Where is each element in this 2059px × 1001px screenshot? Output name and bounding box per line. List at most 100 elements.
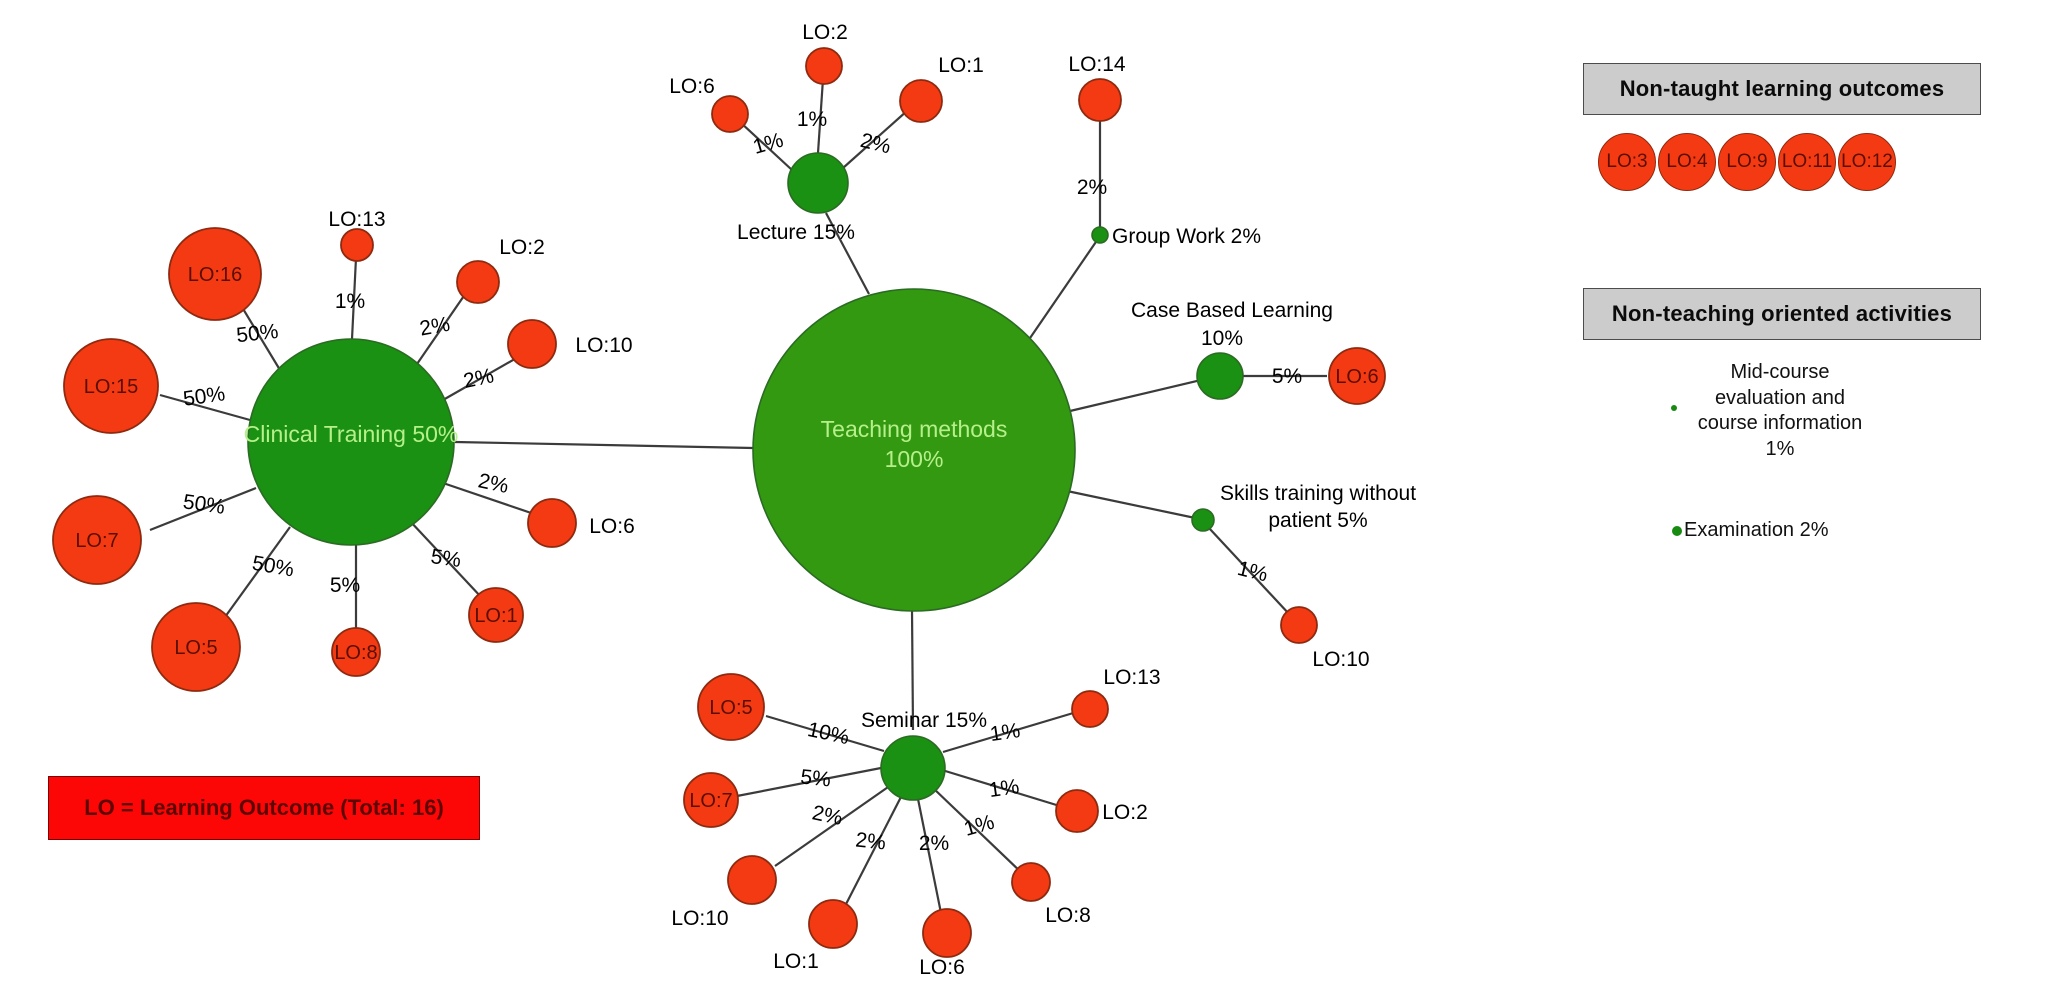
node-clinical-lo16-label: LO:16 (188, 264, 242, 286)
node-clinical-lo5[interactable] (151, 602, 241, 692)
non-taught-chip-4[interactable]: LO:12 (1838, 133, 1896, 191)
edge-clinical-lo6 (442, 481, 541, 518)
legend-non-taught-header: Non-taught learning outcomes (1583, 63, 1981, 115)
pct-skills-lo10: 1% (1235, 557, 1270, 587)
edge-lecture-lo2 (816, 78, 825, 154)
node-seminar-lo2[interactable] (1055, 789, 1099, 833)
pct-groupwork-lo14: 2% (1077, 176, 1107, 199)
node-clinical-lo16[interactable] (168, 227, 262, 321)
edges-lecture (739, 78, 909, 171)
pct-seminar-lo1: 2% (854, 829, 887, 855)
node-group-work[interactable] (1091, 226, 1109, 244)
node-clinical-lo8[interactable] (331, 627, 381, 677)
edge-center-groupwork (1027, 235, 1101, 342)
label-lecture-lo2: LO:2 (802, 21, 848, 44)
edge-seminar-lo5 (765, 714, 885, 753)
node-lecture-lo2[interactable] (805, 47, 843, 85)
node-lecture-lo6[interactable] (711, 95, 749, 133)
node-seminar[interactable] (880, 735, 946, 801)
node-seminar-lo6[interactable] (922, 908, 972, 958)
non-taught-chip-1-label: LO:4 (1666, 151, 1708, 172)
lo-key-box: LO = Learning Outcome (Total: 16) (48, 776, 480, 840)
node-skills-lo10[interactable] (1280, 606, 1318, 644)
node-seminar-lo8[interactable] (1011, 862, 1051, 902)
node-clinical-training[interactable] (247, 338, 455, 546)
node-seminar-lo10[interactable] (727, 855, 777, 905)
node-clinical-lo2[interactable] (456, 260, 500, 304)
non-taught-chip-3-label: LO:11 (1781, 151, 1833, 172)
pct-clinical-lo16: 50% (235, 320, 279, 347)
edges-skills (1208, 527, 1291, 616)
edge-center-seminar (910, 608, 915, 731)
pct-seminar-lo8: 1% (961, 811, 997, 841)
examination-dot-icon (1672, 525, 1682, 536)
edge-lecture-lo6 (739, 121, 793, 171)
label-lecture-lo1: LO:1 (938, 54, 984, 77)
node-clinical-lo10[interactable] (507, 319, 557, 369)
label-seminar-lo13: LO:13 (1103, 666, 1160, 689)
legend-non-taught-title: Non-taught learning outcomes (1619, 76, 1945, 101)
node-clinical-lo1[interactable] (468, 587, 524, 643)
node-clinical-lo7-label: LO:7 (75, 530, 118, 552)
label-seminar-lo6: LO:6 (919, 956, 965, 979)
pct-clinical-lo6: 2% (476, 469, 510, 498)
edge-skills-lo10 (1208, 527, 1291, 616)
pct-seminar-lo10: 2% (810, 801, 844, 830)
node-seminar-lo1[interactable] (808, 899, 858, 949)
non-taught-chip-1[interactable]: LO:4 (1658, 133, 1716, 191)
node-seminar-lo5[interactable] (697, 673, 765, 741)
node-groupwork-lo14[interactable] (1078, 78, 1122, 122)
midcourse-dot-icon (1671, 405, 1677, 411)
node-case-based-learning[interactable] (1196, 352, 1244, 400)
edge-seminar-lo1 (842, 792, 904, 911)
examination-label: Examination 2% (1684, 519, 1829, 541)
non-taught-chip-0[interactable]: LO:3 (1598, 133, 1656, 191)
node-clinical-lo15[interactable] (63, 338, 159, 434)
legend-non-teaching-title: Non-teaching oriented activities (1611, 301, 1953, 326)
node-clinical-lo13[interactable] (340, 228, 374, 262)
legend-non-taught-chips: LO:3 LO:4 LO:9 LO:11 LO:12 (1598, 133, 1896, 191)
edge-center-lecture (825, 212, 870, 295)
non-taught-chip-3[interactable]: LO:11 (1778, 133, 1836, 191)
node-seminar-lo7-label: LO:7 (689, 790, 732, 812)
node-cbl-lo6-label: LO:6 (1335, 366, 1378, 388)
node-clinical-lo8-label: LO:8 (334, 642, 377, 664)
edge-clinical-lo13 (350, 257, 358, 340)
midcourse-line3: course information (1697, 412, 1863, 435)
node-seminar-lo13[interactable] (1071, 690, 1109, 728)
midcourse-line2: evaluation and (1714, 386, 1846, 409)
pct-clinical-lo1: 5% (429, 545, 462, 572)
label-seminar-lo2: LO:2 (1102, 801, 1148, 824)
edge-clinical-lo2 (416, 289, 469, 365)
label-seminar: Seminar 15% (861, 709, 987, 732)
non-taught-chip-2[interactable]: LO:9 (1718, 133, 1776, 191)
node-seminar-lo7[interactable] (683, 772, 739, 828)
node-clinical-lo6[interactable] (527, 498, 577, 548)
edge-seminar-lo13 (942, 709, 1081, 754)
node-lecture[interactable] (787, 152, 849, 214)
edge-center-clinical (454, 440, 754, 450)
label-seminar-lo10: LO:10 (671, 907, 728, 930)
node-teaching-methods-line1: Teaching methods (821, 416, 1008, 442)
legend-examination-activity: Examination 2% (1672, 518, 1932, 544)
label-clinical-lo13: LO:13 (328, 208, 385, 231)
pct-clinical-lo10: 2% (461, 364, 495, 393)
non-taught-chip-2-label: LO:9 (1726, 151, 1768, 172)
lo-key-label: LO = Learning Outcome (Total: 16) (84, 795, 444, 820)
label-skills-lo10: LO:10 (1312, 648, 1369, 671)
edge-center-cbl (1069, 374, 1219, 413)
edges-seminar (736, 709, 1081, 919)
node-clinical-lo7[interactable] (52, 495, 142, 585)
pct-clinical-lo13: 1% (335, 290, 365, 313)
node-skills-training[interactable] (1191, 508, 1215, 532)
edge-seminar-lo6 (915, 793, 944, 919)
pct-seminar-lo6: 2% (919, 832, 949, 855)
non-taught-chip-4-label: LO:12 (1841, 151, 1893, 172)
node-lecture-lo1[interactable] (899, 79, 943, 123)
node-teaching-methods[interactable] (752, 288, 1076, 612)
pct-cbl-lo6: 5% (1272, 365, 1302, 388)
node-cbl-lo6[interactable] (1328, 347, 1386, 405)
pct-seminar-lo2: 1% (987, 775, 1020, 802)
